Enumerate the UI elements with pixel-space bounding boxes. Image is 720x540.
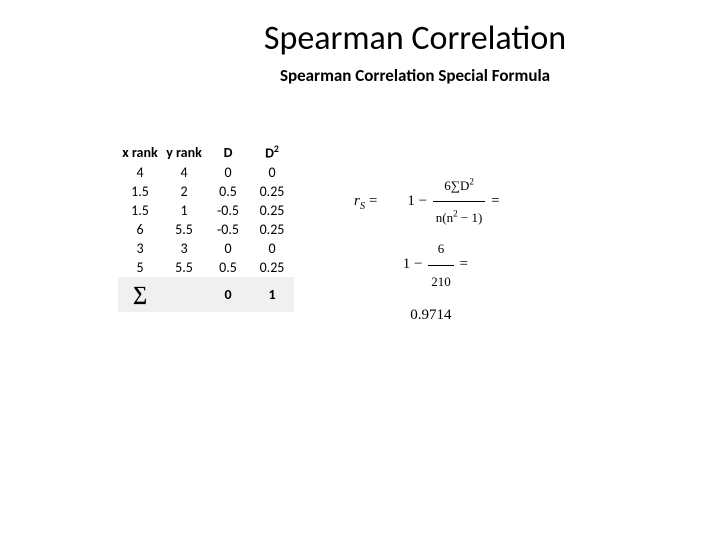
equals: = — [369, 193, 377, 209]
cell: 0 — [250, 239, 294, 258]
sum-d: 0 — [206, 277, 250, 312]
denominator: 210 — [428, 266, 454, 297]
formula-line-2: 1 − 6 210 = — [354, 233, 500, 296]
col-d: D — [206, 142, 250, 163]
cell: -0.5 — [206, 220, 250, 239]
fraction-general: 6∑D2 n(n2 − 1) — [433, 170, 486, 233]
formula-result: 0.9714 — [354, 297, 500, 333]
fraction-numeric: 6 210 — [428, 233, 454, 296]
equals: = — [459, 257, 467, 273]
cell: 0 — [206, 163, 250, 182]
minus: − — [414, 257, 422, 273]
cell: 3 — [118, 239, 162, 258]
cell: 0 — [250, 163, 294, 182]
cell: 0.5 — [206, 258, 250, 277]
cell: 5.5 — [162, 258, 206, 277]
minus: − — [419, 193, 427, 209]
cell: 0.25 — [250, 258, 294, 277]
cell: 4 — [118, 163, 162, 182]
content-area: x rank y rank D D2 4 4 0 0 1.5 2 0.5 0.2… — [0, 142, 720, 333]
formula-block: rS = 1 − 6∑D2 n(n2 − 1) = 1 − 6 210 = — [354, 170, 500, 333]
sum-row: ∑ 0 1 — [118, 277, 294, 312]
rank-table-wrap: x rank y rank D D2 4 4 0 0 1.5 2 0.5 0.2… — [118, 142, 294, 333]
cell: 1.5 — [118, 201, 162, 220]
page-title: Spearman Correlation — [0, 0, 720, 59]
one: 1 — [403, 257, 411, 273]
cell: 2 — [162, 182, 206, 201]
sum-symbol-cell: ∑ — [118, 277, 162, 312]
col-yrank: y rank — [162, 142, 206, 163]
table-row: 4 4 0 0 — [118, 163, 294, 182]
cell: 5 — [118, 258, 162, 277]
one: 1 — [407, 193, 415, 209]
result-value: 0.9714 — [410, 307, 451, 323]
cell: 0.25 — [250, 182, 294, 201]
sum-d2: 1 — [250, 277, 294, 312]
page-subtitle: Spearman Correlation Special Formula — [0, 59, 720, 86]
cell — [162, 277, 206, 312]
table-row: 1.5 2 0.5 0.25 — [118, 182, 294, 201]
cell: 1 — [162, 201, 206, 220]
rank-table: x rank y rank D D2 4 4 0 0 1.5 2 0.5 0.2… — [118, 142, 294, 312]
cell: 0.25 — [250, 220, 294, 239]
sigma-icon: ∑ — [133, 283, 147, 305]
numerator: 6 — [428, 233, 454, 265]
table-row: 6 5.5 -0.5 0.25 — [118, 220, 294, 239]
denominator: n(n2 − 1) — [433, 202, 486, 233]
formula-line-1: rS = 1 − 6∑D2 n(n2 − 1) = — [354, 170, 500, 233]
cell: 5.5 — [162, 220, 206, 239]
table-row: 3 3 0 0 — [118, 239, 294, 258]
equals: = — [491, 193, 499, 209]
table-row: 5 5.5 0.5 0.25 — [118, 258, 294, 277]
cell: 3 — [162, 239, 206, 258]
table-row: 1.5 1 -0.5 0.25 — [118, 201, 294, 220]
col-xrank: x rank — [118, 142, 162, 163]
cell: 6 — [118, 220, 162, 239]
table-header-row: x rank y rank D D2 — [118, 142, 294, 163]
numerator: 6∑D2 — [433, 170, 486, 202]
cell: 1.5 — [118, 182, 162, 201]
col-d2: D2 — [250, 142, 294, 163]
cell: -0.5 — [206, 201, 250, 220]
var-rs: rS — [354, 193, 365, 209]
cell: 4 — [162, 163, 206, 182]
cell: 0 — [206, 239, 250, 258]
cell: 0.25 — [250, 201, 294, 220]
cell: 0.5 — [206, 182, 250, 201]
